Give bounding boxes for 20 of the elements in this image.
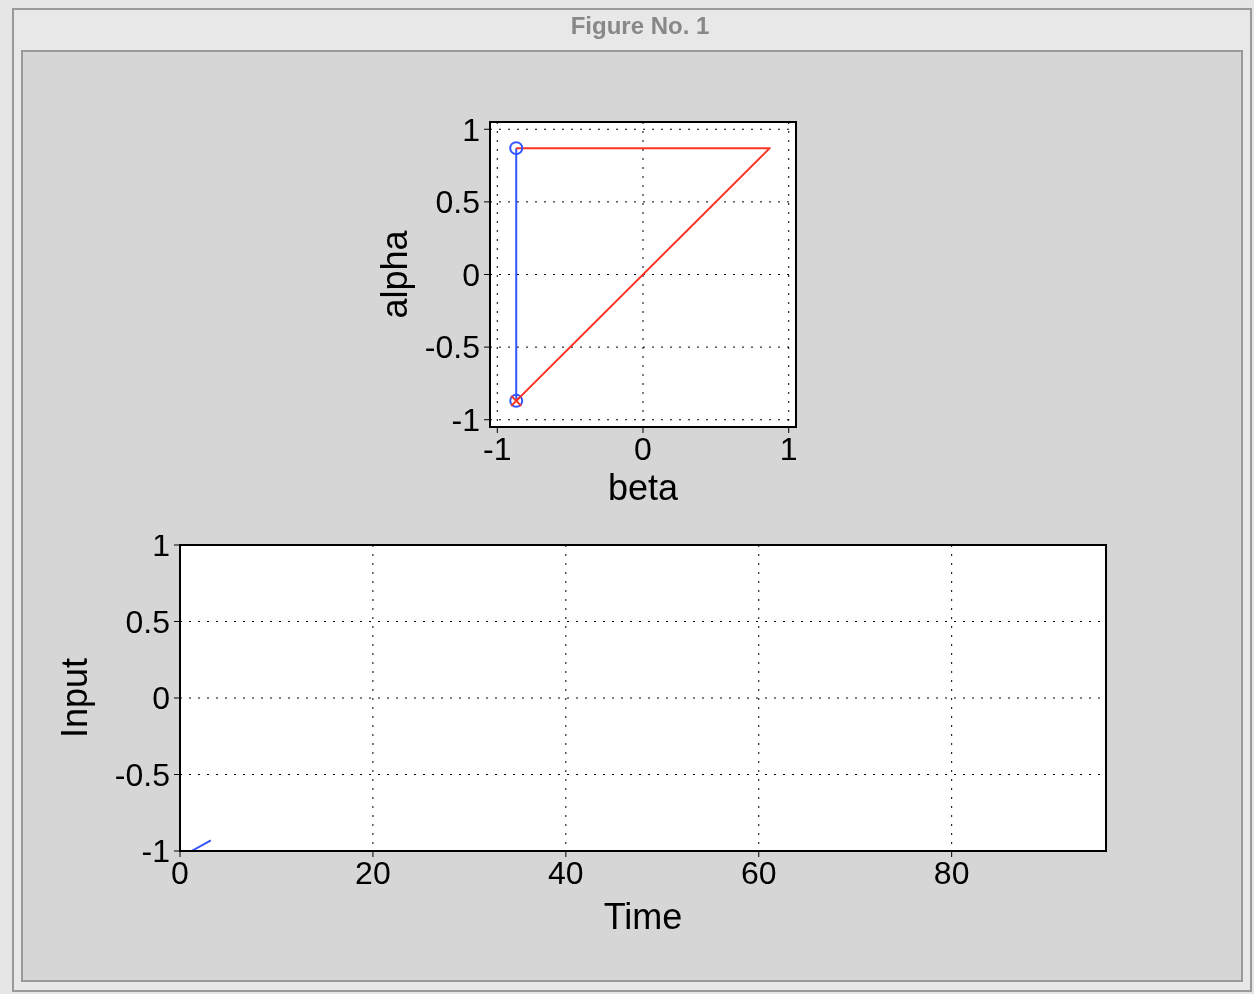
y-axis-title: Input: [53, 657, 95, 739]
x-axis-title: Time: [603, 896, 683, 937]
x-tick-label: 80: [933, 854, 970, 891]
x-tick-label: 1: [779, 430, 798, 467]
y-tick-label: 1: [152, 527, 170, 564]
y-tick-label: 0.5: [435, 184, 480, 221]
y-tick-label: -1: [451, 402, 480, 439]
y-axis-title: alpha: [373, 229, 415, 319]
y-tick-label: -0.5: [114, 756, 170, 793]
chart-title: Figure No. 1: [569, 12, 711, 40]
x-tick-label: 60: [740, 854, 777, 891]
x-tick-label: 0: [634, 430, 652, 467]
x-axis-title: beta: [607, 467, 680, 508]
x-tick-label: 20: [355, 854, 391, 891]
x-tick-label: 40: [548, 854, 584, 891]
y-tick-label: 0: [462, 256, 480, 293]
y-tick-label: 1: [462, 111, 480, 148]
y-tick-label: 0: [152, 680, 170, 717]
y-tick-label: 0.5: [125, 603, 170, 640]
y-tick-label: -0.5: [424, 329, 480, 366]
